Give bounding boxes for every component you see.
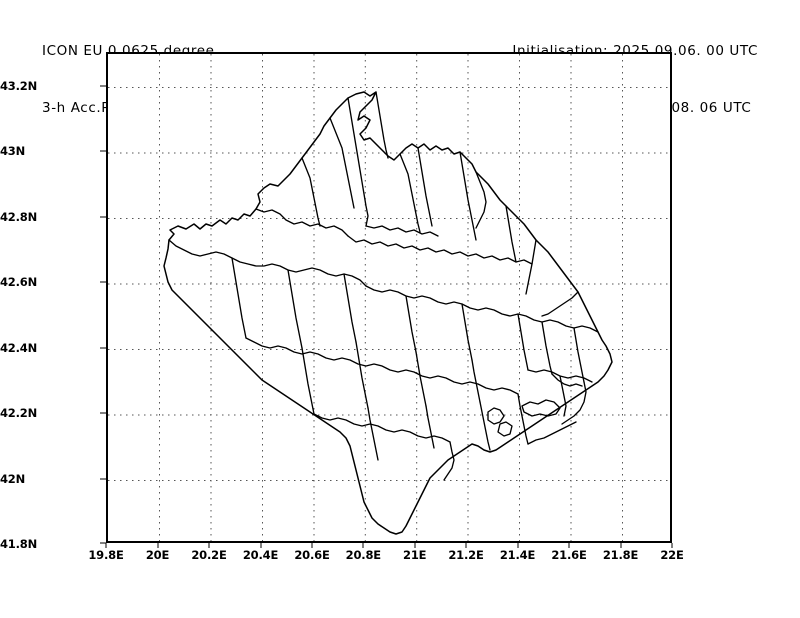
xtick-label-20p2e: 20.2E xyxy=(191,548,227,562)
xtick-label-20p8e: 20.8E xyxy=(345,548,381,562)
ytick-mark xyxy=(100,542,106,544)
xtick-mark xyxy=(105,543,107,548)
xtick-mark xyxy=(362,543,364,548)
ytick-mark xyxy=(100,85,106,86)
xtick-mark xyxy=(157,543,158,548)
xtick-mark xyxy=(208,543,210,548)
ytick-label-42p8n: 42.8N xyxy=(0,209,37,224)
ytick-label-43n: 43N xyxy=(0,144,26,158)
xtick-mark xyxy=(311,543,313,548)
xtick-mark xyxy=(260,543,261,548)
xtick-label-22e: 22E xyxy=(660,548,684,562)
ytick-mark xyxy=(100,216,106,217)
ytick-mark xyxy=(100,347,106,348)
xtick-label-21p8e: 21.8E xyxy=(602,548,639,562)
xtick-label-19p8e: 19.8E xyxy=(88,548,124,562)
ytick-label-42p2n: 42.2N xyxy=(0,406,37,420)
xtick-label-21p6e: 21.6E xyxy=(551,548,587,562)
xtick-mark xyxy=(620,543,621,548)
ytick-mark xyxy=(100,150,106,152)
kosovo-boundaries xyxy=(163,91,613,535)
ytick-label-43p2n: 43.2N xyxy=(0,78,37,93)
ytick-mark xyxy=(100,281,106,283)
lat-lon-gridlines xyxy=(108,54,670,541)
ytick-label-41p8n: 41.8N xyxy=(0,537,37,551)
xtick-label-21p2e: 21.2E xyxy=(448,548,484,562)
map-plot-area xyxy=(100,52,673,548)
ytick-mark xyxy=(100,478,106,479)
ytick-label-42p6n: 42.6N xyxy=(0,275,37,289)
ytick-mark xyxy=(100,412,106,414)
xtick-label-20p6e: 20.6E xyxy=(294,548,330,562)
xtick-mark xyxy=(568,543,570,548)
xtick-mark xyxy=(414,543,416,548)
plot-frame xyxy=(106,52,672,543)
xtick-mark xyxy=(517,543,518,548)
xtick-label-20p4e: 20.4E xyxy=(242,548,279,562)
map-header: ICON EU 0.0625 degree 3-h Acc.Precipitat… xyxy=(0,0,800,116)
ytick-label-42p4n: 42.4N xyxy=(0,340,37,355)
ytick-label-42n: 42N xyxy=(0,471,26,486)
xtick-label-21p4e: 21.4E xyxy=(499,548,536,562)
xtick-label-21e: 21E xyxy=(403,548,427,562)
xtick-mark xyxy=(465,543,467,548)
xtick-mark xyxy=(671,543,673,548)
xtick-label-20e: 20E xyxy=(145,548,170,562)
